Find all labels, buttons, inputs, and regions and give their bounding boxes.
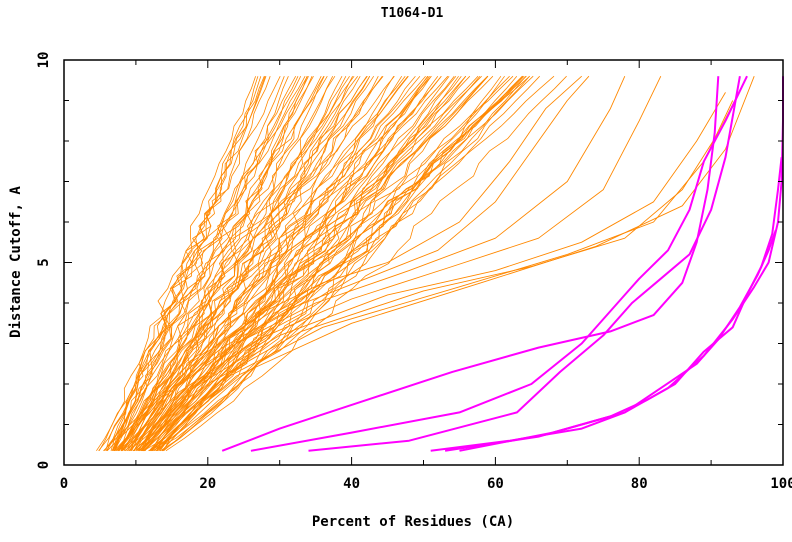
magenta-series-layer [221, 75, 784, 452]
x-tick-label: 60 [487, 476, 504, 492]
orange-outlier-line [106, 75, 590, 452]
orange-outlier-line [128, 92, 726, 452]
y-tick-label: 0 [36, 461, 52, 469]
orange-series-line [161, 75, 523, 452]
orange-series-line [151, 75, 479, 451]
orange-series-line [158, 75, 527, 452]
orange-series-line [144, 75, 457, 452]
orange-series-line [140, 75, 429, 451]
orange-series-line [110, 76, 281, 451]
orange-series-line [137, 75, 416, 452]
orange-outlier-line [150, 76, 755, 452]
y-axis-label: Distance Cutoff, A [8, 186, 24, 338]
x-tick-label: 20 [199, 476, 216, 492]
orange-outlier-line [121, 76, 662, 452]
orange-series-line [127, 76, 347, 452]
orange-series-line [142, 75, 432, 451]
orange-series-line [160, 75, 527, 452]
orange-series-line [122, 75, 368, 452]
orange-series-line [136, 75, 442, 452]
chart-title: T1064-D1 [381, 6, 444, 21]
x-tick-label: 80 [631, 476, 648, 492]
orange-series-line [129, 75, 395, 451]
orange-series-line [105, 76, 259, 452]
orange-series-line [120, 76, 306, 451]
orange-series-line [113, 76, 265, 451]
y-tick-label: 5 [36, 258, 52, 266]
orange-series-line [163, 75, 540, 452]
axis-ticks: 0 20 40 60 80 100 0 5 10 [36, 52, 792, 492]
orange-series-line [158, 75, 555, 452]
x-tick-label: 40 [343, 476, 360, 492]
orange-series-line [117, 76, 361, 452]
orange-series-line [115, 76, 309, 452]
magenta-series-line [459, 76, 784, 452]
orange-series-line [131, 75, 384, 451]
x-axis-label: Percent of Residues (CA) [312, 514, 514, 530]
x-tick-label: 0 [60, 476, 68, 492]
magenta-series-line [250, 75, 748, 452]
y-tick-label: 10 [36, 52, 52, 69]
orange-series-line [165, 75, 567, 452]
magenta-series-line [221, 76, 720, 452]
orange-series-line [141, 75, 439, 452]
orange-series-line [98, 76, 256, 451]
orange-series-line [113, 76, 314, 451]
orange-series-layer [96, 75, 755, 452]
orange-series-line [115, 75, 328, 451]
orange-series-line [117, 76, 322, 452]
orange-outlier-line [142, 100, 734, 452]
orange-series-line [143, 75, 462, 452]
orange-series-line [151, 75, 488, 451]
orange-series-line [123, 75, 359, 451]
orange-series-line [120, 76, 308, 452]
orange-series-line [141, 75, 471, 452]
x-tick-label: 100 [770, 476, 792, 492]
orange-series-line [130, 75, 368, 451]
orange-outlier-line [103, 75, 583, 452]
orange-series-line [111, 76, 297, 451]
orange-series-line [156, 75, 482, 451]
orange-series-line [138, 75, 450, 452]
orange-series-line [105, 75, 308, 451]
orange-outlier-line [113, 76, 626, 452]
orange-series-line [161, 75, 525, 452]
orange-series-line [113, 76, 302, 451]
orange-series-line [116, 75, 350, 452]
orange-series-line [162, 75, 530, 452]
magenta-series-line [308, 76, 741, 452]
orange-series-line [154, 75, 514, 452]
orange-series-line [111, 75, 325, 452]
orange-series-line [155, 75, 524, 452]
